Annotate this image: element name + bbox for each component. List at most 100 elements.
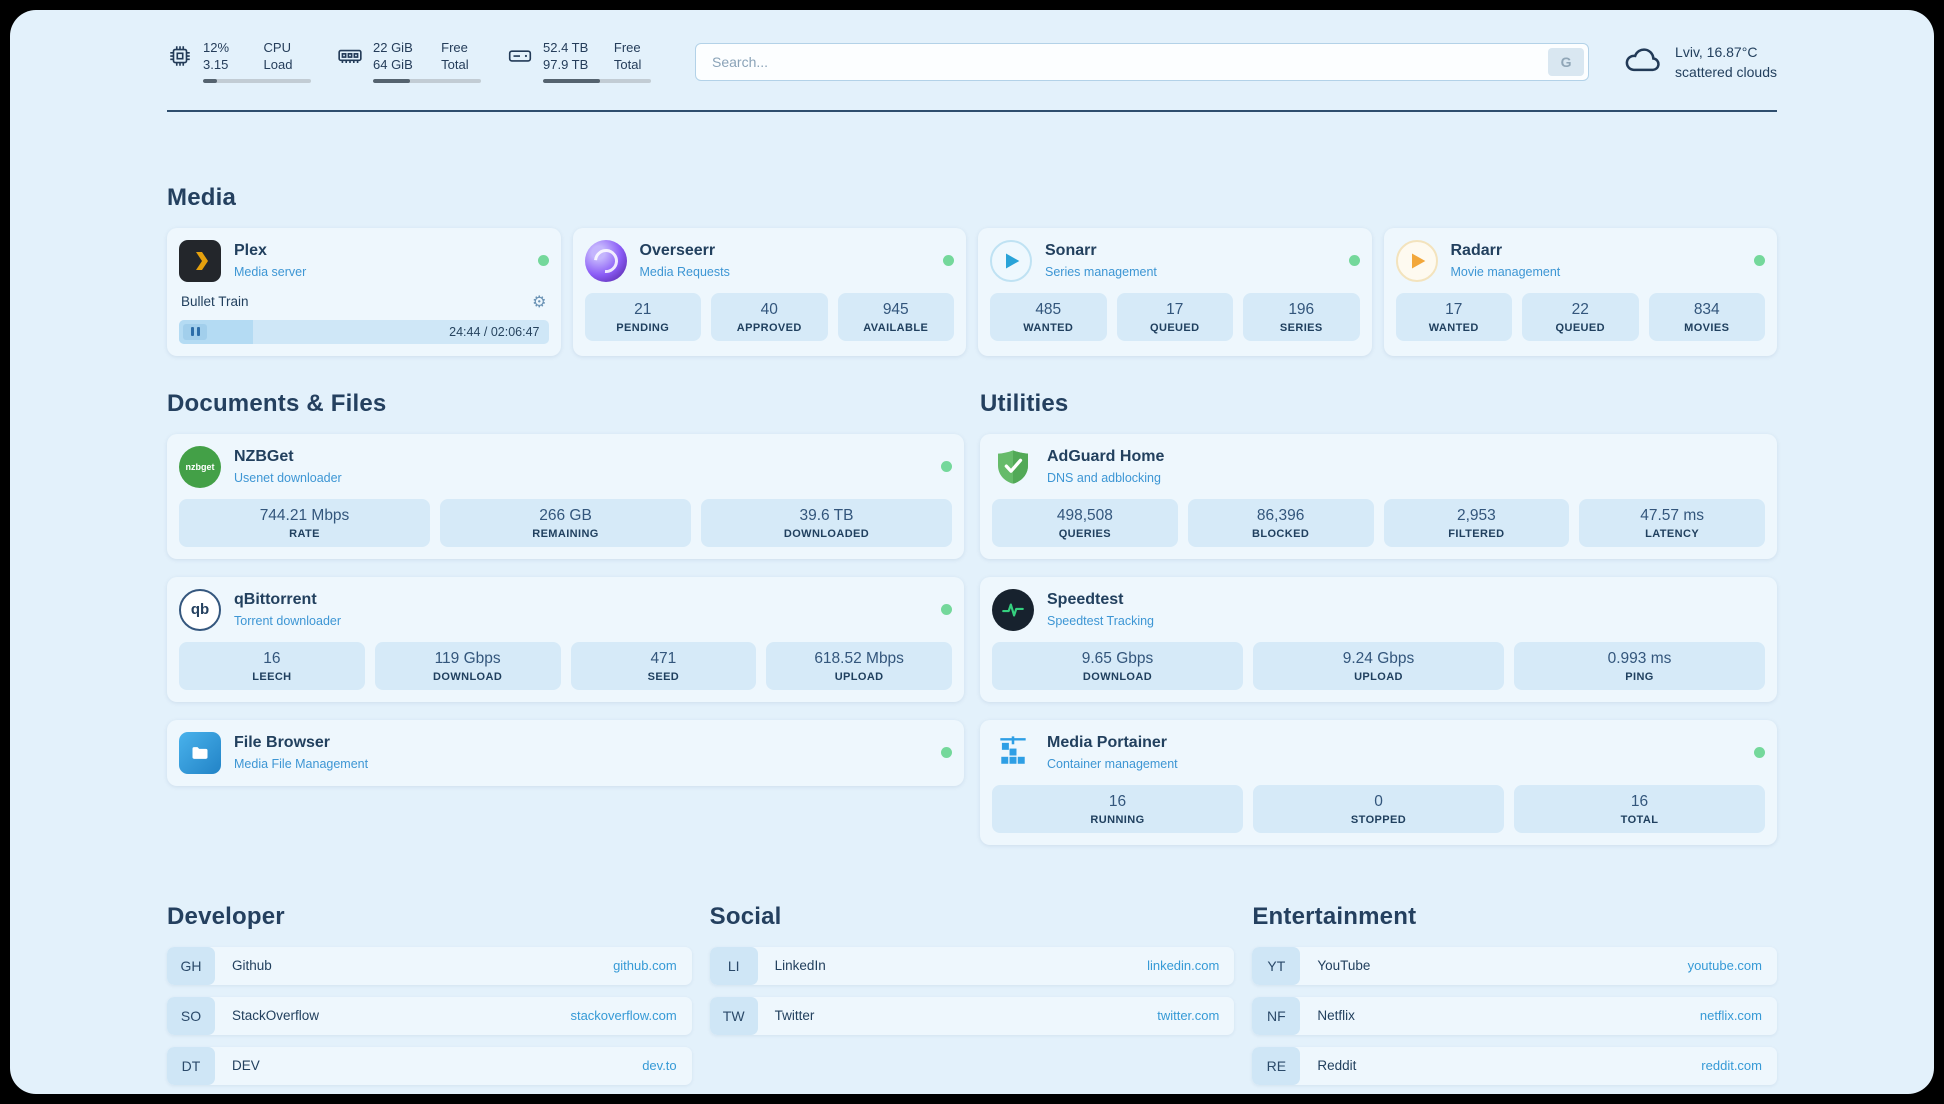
service-name[interactable]: qBittorrent <box>234 591 317 609</box>
service-name[interactable]: Media Portainer <box>1047 734 1168 752</box>
weather-condition: scattered clouds <box>1675 64 1777 81</box>
bookmark-url: youtube.com <box>1687 958 1762 974</box>
bookmark-github[interactable]: GH Github github.com <box>167 946 692 985</box>
service-card-overseerr: Overseerr Media Requests 21 PENDING 40 A… <box>572 227 966 356</box>
service-name[interactable]: Radarr <box>1450 242 1503 260</box>
portainer-icon[interactable] <box>992 732 1034 774</box>
stat-download: 9.65 Gbps DOWNLOAD <box>992 641 1243 690</box>
stat-ping: 0.993 ms PING <box>1514 641 1765 690</box>
speedtest-icon[interactable] <box>992 588 1034 631</box>
disk-total-label: Total <box>613 57 642 73</box>
stat-rate: 744.21 Mbps RATE <box>179 498 430 547</box>
bookmark-stackoverflow[interactable]: SO StackOverflow stackoverflow.com <box>167 996 692 1035</box>
stat-movies: 834 MOVIES <box>1648 292 1765 341</box>
nzbget-icon[interactable]: nzbget <box>179 445 221 488</box>
section-social: Social LI LinkedIn linkedin.com TW Twitt… <box>709 903 1235 1035</box>
sonarr-icon[interactable] <box>990 239 1032 282</box>
bookmark-url: twitter.com <box>1157 1008 1220 1024</box>
service-name[interactable]: Overseerr <box>639 242 716 260</box>
disk-free-value: 52.4 TB <box>543 40 589 55</box>
stat-available: 945 AVAILABLE <box>837 292 954 341</box>
cpu-percent: 12% <box>203 40 230 55</box>
player-progress-bar[interactable]: 24:44 / 02:06:47 <box>179 319 549 344</box>
search-input[interactable] <box>695 43 1590 81</box>
bookmark-reddit[interactable]: RE Reddit reddit.com <box>1252 1046 1777 1085</box>
stat-upload: 618.52 Mbps UPLOAD <box>766 641 952 690</box>
bookmark-abbr: LI <box>709 946 758 985</box>
service-desc: Container management <box>1047 756 1178 771</box>
memory-free-value: 22 GiB <box>373 40 413 55</box>
bookmark-name: Twitter <box>774 1008 815 1024</box>
service-name[interactable]: AdGuard Home <box>1047 448 1165 466</box>
bookmark-abbr: DT <box>167 1046 215 1085</box>
bookmark-name: Netflix <box>1317 1008 1355 1024</box>
cpu-load-label: Load <box>263 57 293 73</box>
filebrowser-icon[interactable] <box>179 731 221 774</box>
memory-total-label: Total <box>441 57 469 73</box>
cpu-label: CPU <box>263 40 291 55</box>
status-dot <box>1754 255 1765 267</box>
service-name[interactable]: Plex <box>234 242 267 260</box>
service-name[interactable]: NZBGet <box>234 448 294 466</box>
section-title-developer: Developer <box>167 902 285 930</box>
memory-icon <box>337 43 363 74</box>
stat-running: 16 RUNNING <box>992 784 1243 833</box>
section-documents: Documents & Files nzbget NZBGet Usenet d… <box>167 390 964 786</box>
weather-location: Lviv, 16.87°C <box>1675 44 1758 60</box>
cloud-icon <box>1623 42 1663 81</box>
bookmark-twitter[interactable]: TW Twitter twitter.com <box>709 996 1235 1035</box>
pause-button[interactable] <box>183 323 207 340</box>
status-dot <box>941 604 952 616</box>
service-desc: Media Requests <box>639 264 730 279</box>
cpu-load-value: 3.15 <box>203 57 229 73</box>
service-name[interactable]: File Browser <box>234 734 331 752</box>
disk-widget: 52.4 TB Free 97.9 TB Total <box>507 40 651 83</box>
radarr-icon[interactable] <box>1395 239 1438 282</box>
bookmark-abbr: YT <box>1252 946 1301 985</box>
bookmark-name: DEV <box>232 1058 260 1074</box>
bookmark-name: LinkedIn <box>774 958 826 974</box>
weather-widget: Lviv, 16.87°C scattered clouds <box>1623 42 1777 83</box>
service-card-filebrowser: File Browser Media File Management <box>167 719 964 786</box>
bookmark-url: dev.to <box>642 1058 677 1074</box>
service-name[interactable]: Sonarr <box>1045 242 1097 260</box>
status-dot <box>941 461 952 473</box>
section-entertainment: Entertainment YT YouTube youtube.com NF … <box>1252 903 1777 1085</box>
memory-widget: 22 GiB Free 64 GiB Total <box>337 40 481 83</box>
stat-leech: 16 LEECH <box>179 641 365 690</box>
plex-icon[interactable] <box>179 239 221 282</box>
bookmark-abbr: TW <box>709 996 758 1035</box>
service-desc: Torrent downloader <box>234 613 342 628</box>
stat-series: 196 SERIES <box>1243 292 1360 341</box>
adguard-icon[interactable] <box>992 446 1034 488</box>
search-engine-button[interactable]: G <box>1548 48 1585 76</box>
stat-queued: 22 QUEUED <box>1522 292 1639 341</box>
service-desc: DNS and adblocking <box>1047 470 1161 485</box>
disk-free-label: Free <box>613 40 641 55</box>
memory-free-label: Free <box>441 40 468 55</box>
bookmark-name: Github <box>232 958 272 974</box>
bookmark-netflix[interactable]: NF Netflix netflix.com <box>1252 996 1777 1035</box>
bookmark-dev[interactable]: DT DEV dev.to <box>167 1046 692 1085</box>
stat-total: 16 TOTAL <box>1514 784 1765 833</box>
stat-seed: 471 SEED <box>570 641 757 690</box>
qbittorrent-icon[interactable]: qb <box>179 588 221 631</box>
topbar: 12% CPU 3.15 Load <box>167 10 1777 83</box>
service-card-speedtest: Speedtest Speedtest Tracking 9.65 Gbps D… <box>980 576 1777 702</box>
dashboard-app: 12% CPU 3.15 Load <box>10 10 1934 1094</box>
bookmark-url: linkedin.com <box>1147 958 1220 974</box>
service-name[interactable]: Speedtest <box>1047 591 1124 609</box>
stat-wanted: 17 WANTED <box>1395 292 1512 341</box>
overseerr-icon[interactable] <box>584 239 627 282</box>
service-desc: Speedtest Tracking <box>1047 613 1155 628</box>
stat-queued: 17 QUEUED <box>1116 292 1233 341</box>
bookmark-youtube[interactable]: YT YouTube youtube.com <box>1252 946 1777 985</box>
disk-icon <box>507 43 533 74</box>
bookmark-abbr: NF <box>1252 996 1301 1035</box>
service-card-qbittorrent: qb qBittorrent Torrent downloader 16 LEE… <box>167 576 964 702</box>
service-card-radarr: Radarr Movie management 17 WANTED 22 QUE… <box>1383 227 1777 356</box>
bookmark-linkedin[interactable]: LI LinkedIn linkedin.com <box>709 946 1235 985</box>
settings-gear-icon[interactable]: ⚙ <box>532 293 547 311</box>
service-desc: Media File Management <box>234 756 369 771</box>
service-desc: Movie management <box>1450 264 1561 279</box>
